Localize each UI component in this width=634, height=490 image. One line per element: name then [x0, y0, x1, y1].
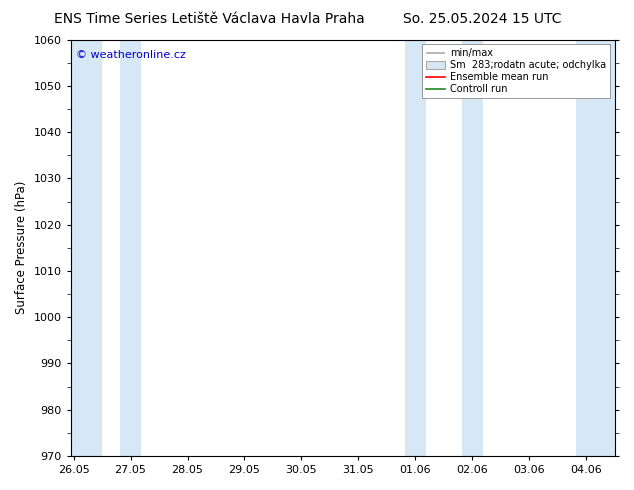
Legend: min/max, Sm  283;rodatn acute; odchylka, Ensemble mean run, Controll run: min/max, Sm 283;rodatn acute; odchylka, …	[422, 45, 610, 98]
Bar	[71, 40, 102, 456]
Text: ENS Time Series Letiště Václava Havla Praha: ENS Time Series Letiště Václava Havla Pr…	[54, 12, 365, 26]
Bar	[576, 40, 615, 456]
Bar	[462, 40, 482, 456]
Bar	[120, 40, 141, 456]
Y-axis label: Surface Pressure (hPa): Surface Pressure (hPa)	[15, 181, 28, 315]
Bar	[405, 40, 425, 456]
Text: © weatheronline.cz: © weatheronline.cz	[76, 50, 186, 60]
Text: So. 25.05.2024 15 UTC: So. 25.05.2024 15 UTC	[403, 12, 561, 26]
